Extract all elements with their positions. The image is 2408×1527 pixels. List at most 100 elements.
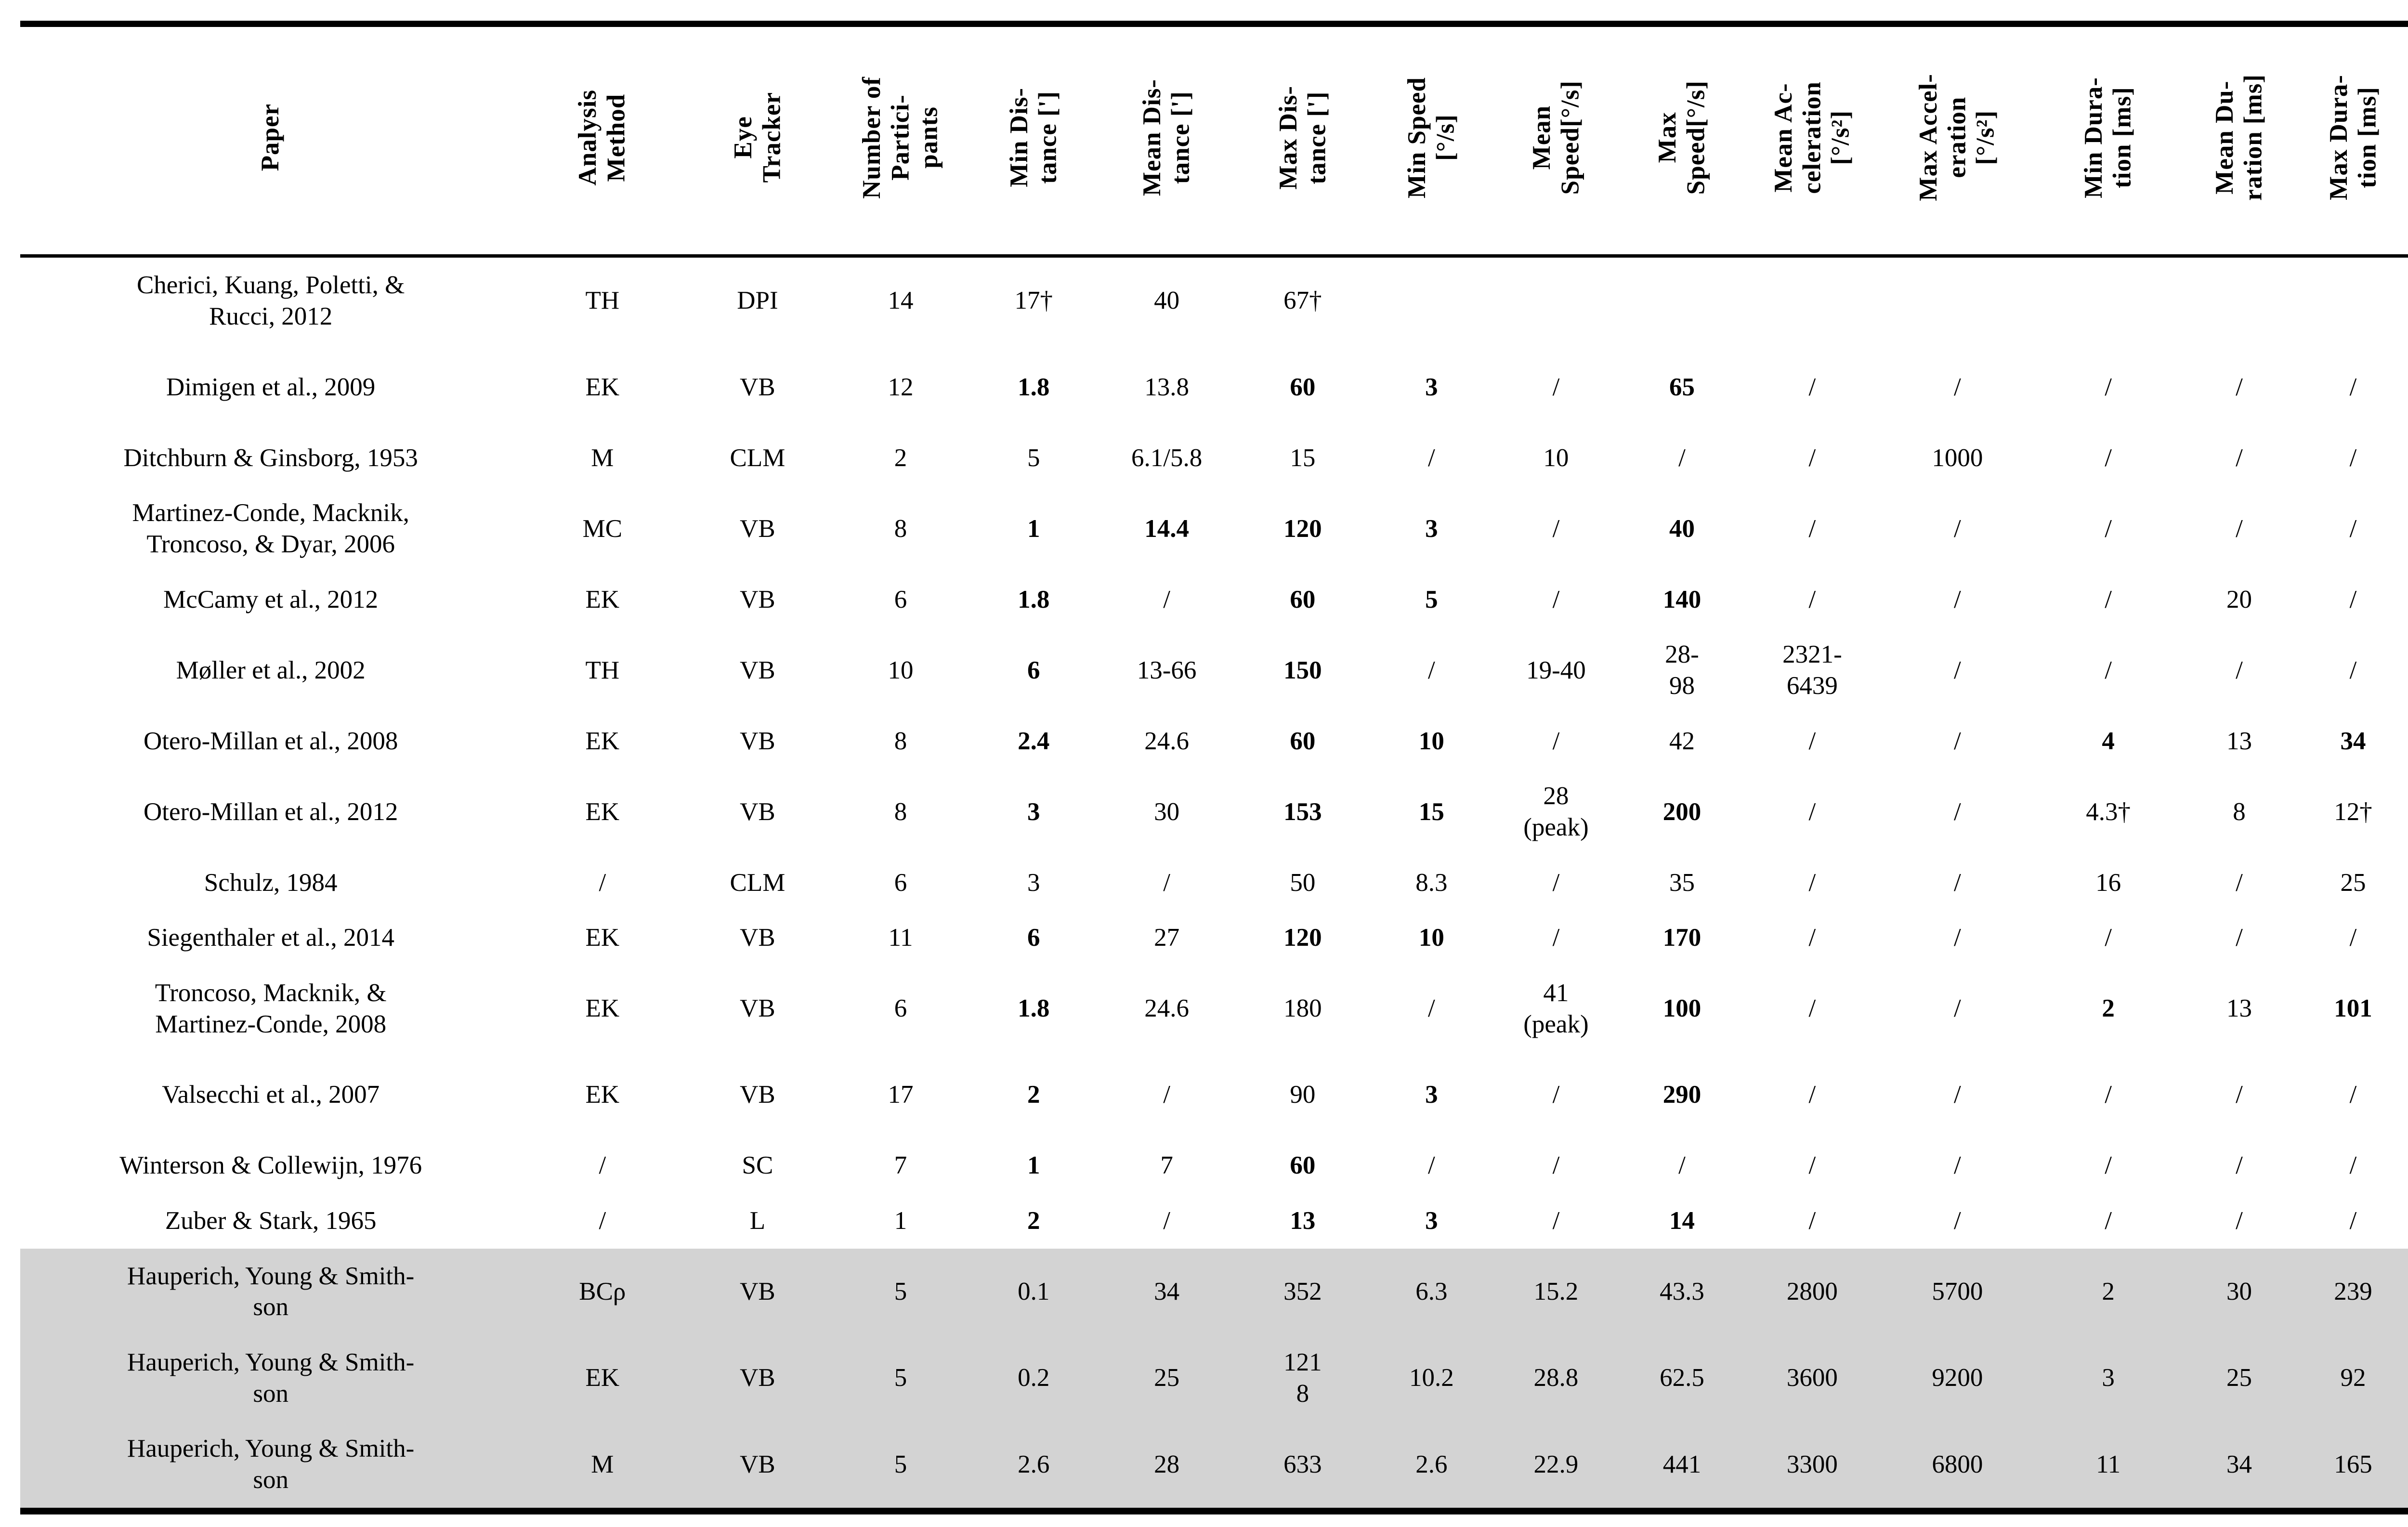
data-cell: M <box>591 444 614 472</box>
data-cell: 30 <box>2226 1278 2252 1306</box>
data-cell: / <box>1808 868 1816 897</box>
data-cell: / <box>1953 994 1961 1023</box>
data-cell: 3 <box>1425 514 1438 543</box>
data-cell: / <box>599 1207 606 1235</box>
column-header-label: Mean Speed[°/s] <box>1527 80 1584 195</box>
paper-cell: Troncoso, Macknik, & Martinez-Conde, 200… <box>155 979 387 1038</box>
paper-cell: Cherici, Kuang, Poletti, & Rucci, 2012 <box>136 271 405 330</box>
data-cell <box>2181 256 2297 344</box>
data-cell: 60 <box>1290 373 1316 401</box>
column-header-label: Analysis Method <box>574 89 630 186</box>
data-cell: 2.6 <box>1018 1450 1050 1478</box>
column-header: Max Accel- eration [°/s²] <box>1879 24 2036 256</box>
data-cell: 28.8 <box>1533 1364 1579 1392</box>
data-cell: 2 <box>2102 994 2115 1023</box>
table-row: Dimigen et al., 2009 EK VB 12 1.8 13.8 60 3 / 65 /… <box>20 344 2408 430</box>
data-cell: 60 <box>1290 1151 1316 1180</box>
data-cell: 3 <box>1425 373 1438 401</box>
data-cell: 1 <box>1027 1151 1040 1180</box>
column-header-label: Mean Dis- tance ['] <box>1138 78 1195 196</box>
data-cell: 10.2 <box>1409 1364 1454 1392</box>
data-cell: 12† <box>2334 797 2372 826</box>
data-cell: / <box>1552 373 1560 401</box>
data-cell: 8 <box>2233 797 2246 826</box>
data-cell: 9200 <box>1932 1364 1983 1392</box>
data-cell: 1.8 <box>1018 585 1050 613</box>
data-cell: 6 <box>894 585 907 613</box>
column-header: Min Speed [°/s] <box>1370 24 1493 256</box>
data-cell: VB <box>740 994 775 1023</box>
column-header: Eye Tracker <box>683 24 831 256</box>
data-cell: / <box>1163 585 1170 613</box>
data-cell: / <box>1808 1151 1816 1180</box>
table-body: Cherici, Kuang, Poletti, & Rucci, 2012 TH… <box>20 256 2408 1511</box>
table-row: Valsecchi et al., 2007 EK VB 17 2 / 90 3 / 290 / / /… <box>20 1052 2408 1138</box>
data-cell: 10 <box>888 656 914 684</box>
table-row: Cherici, Kuang, Poletti, & Rucci, 2012 TH… <box>20 256 2408 344</box>
table-row: Hauperich, Young & Smith- son M VB 5 2.6 28 63… <box>20 1421 2408 1511</box>
paper-cell: Otero-Millan et al., 2012 <box>143 797 398 826</box>
data-cell: 35 <box>1669 868 1695 897</box>
data-cell: / <box>1808 1207 1816 1235</box>
data-cell: / <box>1163 1207 1170 1235</box>
data-cell: 15 <box>1290 444 1316 472</box>
data-cell: 28- 98 <box>1665 640 1699 700</box>
data-cell: / <box>2349 444 2357 472</box>
data-cell: SC <box>742 1151 773 1180</box>
data-cell: 121 8 <box>1283 1348 1322 1408</box>
data-cell: / <box>2105 924 2112 952</box>
column-header-label: Min Speed [°/s] <box>1402 77 1460 198</box>
data-cell <box>1745 256 1879 344</box>
data-cell: / <box>2236 373 2243 401</box>
data-cell: 19-40 <box>1526 656 1586 684</box>
data-cell: TH <box>585 656 620 684</box>
data-cell: 2321- 6439 <box>1782 640 1842 700</box>
column-header: Paper <box>20 24 521 256</box>
data-cell: 441 <box>1662 1450 1701 1478</box>
data-cell: 3600 <box>1786 1364 1838 1392</box>
data-cell: / <box>2236 1081 2243 1109</box>
data-cell: / <box>2105 656 2112 684</box>
data-cell: 28 (peak) <box>1523 782 1589 841</box>
data-cell: / <box>1678 444 1686 472</box>
data-cell: / <box>2349 373 2357 401</box>
data-cell: / <box>1808 585 1816 613</box>
data-cell: 3 <box>1425 1207 1438 1235</box>
data-cell: 3300 <box>1786 1450 1838 1478</box>
paper-cell: Dimigen et al., 2009 <box>166 373 376 401</box>
data-cell: 14 <box>1669 1207 1695 1235</box>
data-cell: / <box>1163 868 1170 897</box>
data-cell: / <box>2105 1151 2112 1180</box>
data-cell: 6 <box>1027 656 1040 684</box>
data-cell: EK <box>585 924 620 952</box>
data-cell: VB <box>740 585 775 613</box>
data-cell: 5 <box>1425 585 1438 613</box>
data-cell: / <box>2105 444 2112 472</box>
data-cell: 0.1 <box>1018 1278 1050 1306</box>
data-cell: / <box>2105 1207 2112 1235</box>
data-cell: / <box>2236 1207 2243 1235</box>
data-cell: / <box>2236 924 2243 952</box>
data-cell: / <box>1953 1151 1961 1180</box>
data-cell: 42 <box>1669 727 1695 755</box>
table-header: Paper Analysis Method Eye Tracker Number of… <box>20 24 2408 256</box>
data-cell: 11 <box>2096 1450 2121 1478</box>
table-row: Troncoso, Macknik, & Martinez-Conde, 200… <box>20 966 2408 1052</box>
data-cell: 180 <box>1283 994 1322 1023</box>
column-header: Analysis Method <box>521 24 683 256</box>
data-cell: EK <box>585 994 620 1023</box>
data-cell: 6 <box>894 868 907 897</box>
data-cell: 13 <box>2226 727 2252 755</box>
table-row: Otero-Millan et al., 2012 EK VB 8 3 30 153 15 28… <box>20 769 2408 855</box>
data-cell: 22.9 <box>1533 1450 1579 1478</box>
column-header: Mean Dis- tance ['] <box>1098 24 1236 256</box>
column-header: Number of Partici- pants <box>832 24 970 256</box>
paper-cell: Winterson & Collewijn, 1976 <box>119 1151 422 1180</box>
data-cell: / <box>1552 1207 1560 1235</box>
data-cell: 5 <box>894 1278 907 1306</box>
data-cell: / <box>2349 514 2357 543</box>
data-cell: / <box>2349 585 2357 613</box>
data-cell: 27 <box>1154 924 1180 952</box>
column-header-label: Paper <box>256 104 285 171</box>
